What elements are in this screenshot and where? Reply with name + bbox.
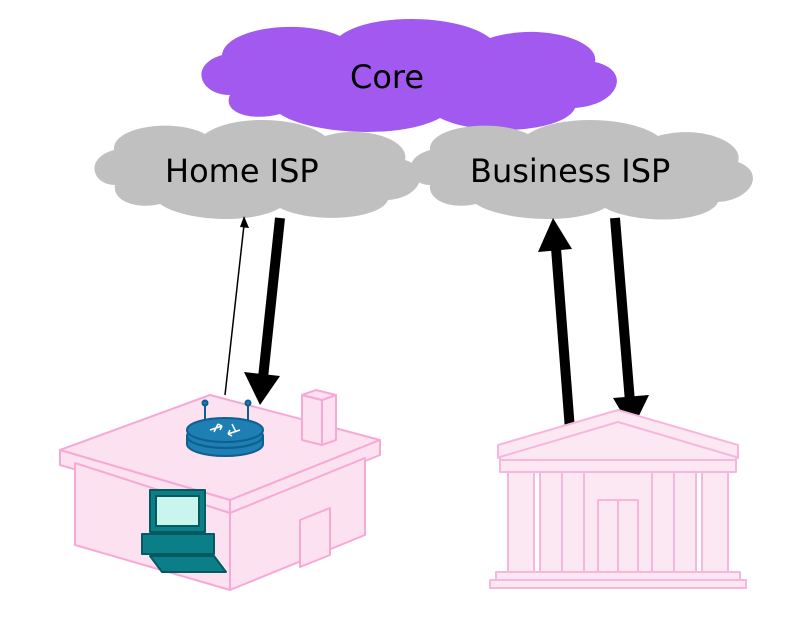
arrows-group bbox=[225, 216, 649, 430]
house-chimney-side bbox=[322, 395, 336, 445]
business-upload-arrow bbox=[538, 218, 572, 430]
diagram-stage: Core Home ISP Business ISP bbox=[0, 0, 800, 619]
home-download-arrow bbox=[244, 218, 280, 405]
business-step-2 bbox=[490, 580, 746, 588]
business-column-4 bbox=[702, 472, 728, 572]
business-entablature bbox=[500, 460, 736, 472]
business-column-2 bbox=[562, 472, 584, 572]
home-isp-label: Home ISP bbox=[165, 152, 319, 190]
business-column-3 bbox=[652, 472, 674, 572]
business-isp-label: Business ISP bbox=[470, 152, 670, 190]
business-step-1 bbox=[496, 572, 740, 580]
home-upload-arrow bbox=[225, 216, 249, 395]
house-chimney-front bbox=[302, 395, 322, 445]
business-download-arrow bbox=[613, 218, 649, 430]
home-building bbox=[60, 390, 380, 590]
business-building bbox=[490, 410, 746, 588]
core-label: Core bbox=[350, 58, 424, 96]
business-column-1 bbox=[508, 472, 534, 572]
